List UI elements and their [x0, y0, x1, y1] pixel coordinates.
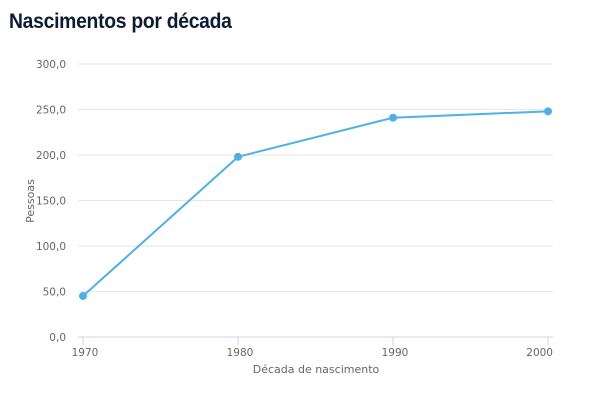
x-axis: 1970 1980 1990 2000	[72, 336, 553, 359]
x-tick-label: 2000	[526, 347, 553, 359]
y-axis-title: Pessoas	[24, 179, 37, 223]
y-tick-label: 200,0	[36, 150, 66, 162]
data-point-marker[interactable]	[79, 292, 87, 301]
x-axis-title: Década de nascimento	[253, 363, 380, 376]
x-tick-label: 1970	[72, 347, 99, 359]
x-tick-label: 1980	[227, 347, 254, 359]
gridlines	[78, 63, 553, 292]
data-point-marker[interactable]	[389, 113, 397, 122]
data-point-marker[interactable]	[234, 152, 242, 161]
chart-title: Nascimentos por década	[9, 10, 232, 33]
y-axis-ticks: 0,0 50,0 100,0 150,0 200,0 250,0 300,0	[36, 59, 66, 344]
data-point-marker[interactable]	[544, 107, 552, 116]
x-tick-label: 1990	[382, 347, 409, 359]
y-tick-label: 250,0	[36, 105, 66, 117]
y-tick-label: 50,0	[43, 287, 66, 299]
y-tick-label: 0,0	[49, 332, 66, 344]
y-tick-label: 300,0	[36, 59, 66, 71]
series-line	[82, 110, 549, 297]
y-tick-label: 100,0	[36, 241, 66, 253]
data-series	[79, 107, 552, 301]
y-tick-label: 150,0	[36, 196, 66, 208]
